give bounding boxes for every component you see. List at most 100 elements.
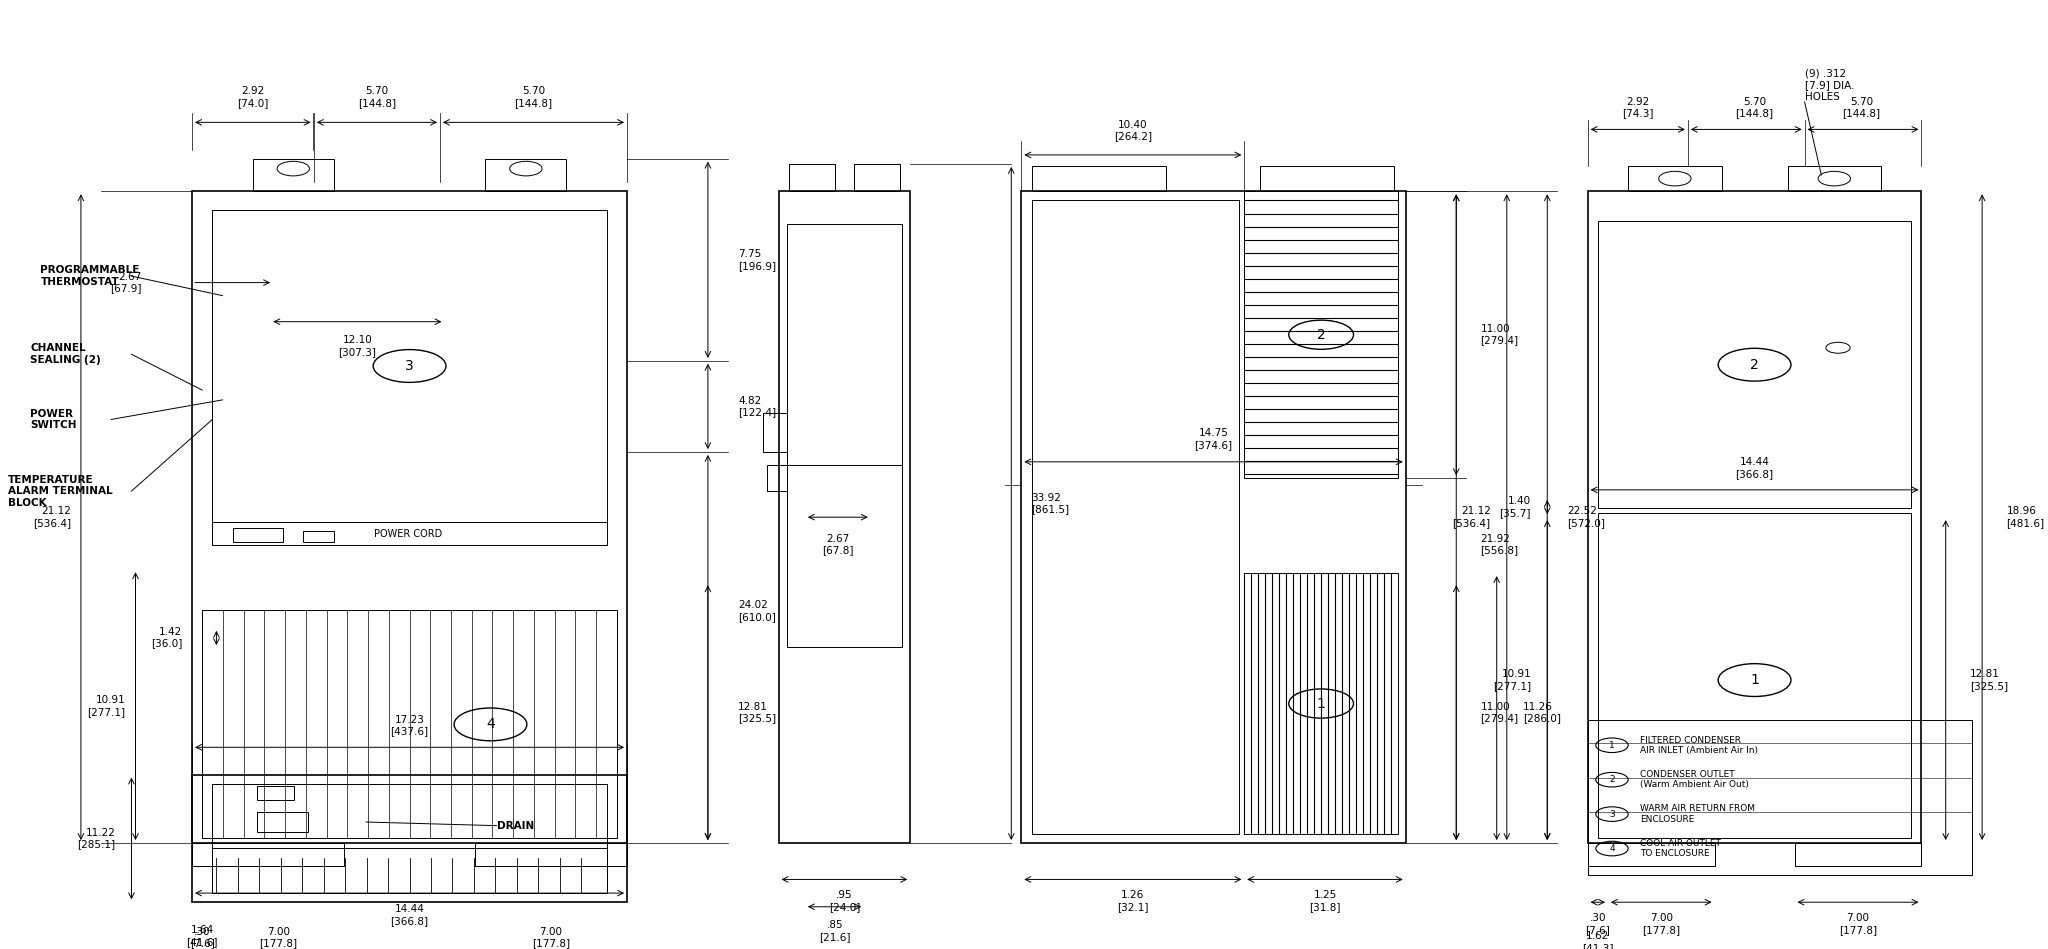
Bar (475, 843, 627, 865)
Bar (762, 413, 786, 452)
Text: 2.92
[74.3]: 2.92 [74.3] (1622, 97, 1653, 119)
Text: 12.81
[325.5]: 12.81 [325.5] (1970, 669, 2009, 691)
Text: 21.92
[556.8]: 21.92 [556.8] (1481, 533, 1520, 555)
Text: 2: 2 (1610, 775, 1614, 784)
Bar (1597, 512, 1911, 838)
Text: COOL AIR OUTLET
TO ENCLOSURE: COOL AIR OUTLET TO ENCLOSURE (1640, 839, 1720, 858)
Text: 7.00
[177.8]: 7.00 [177.8] (1642, 913, 1679, 935)
Text: 2.67
[67.8]: 2.67 [67.8] (821, 533, 854, 555)
Text: 1.25
[31.8]: 1.25 [31.8] (1309, 890, 1341, 912)
Text: 4.82
[122.4]: 4.82 [122.4] (737, 396, 776, 418)
Text: 2: 2 (1751, 358, 1759, 372)
Bar (213, 848, 606, 893)
Text: 18.96
[481.6]: 18.96 [481.6] (2007, 507, 2044, 528)
Text: 5.70
[144.8]: 5.70 [144.8] (514, 86, 553, 108)
Bar (485, 158, 567, 192)
Text: .85
[21.6]: .85 [21.6] (819, 921, 852, 942)
Bar (193, 192, 627, 843)
Text: POWER
SWITCH: POWER SWITCH (31, 409, 78, 430)
Text: 11.00
[279.4]: 11.00 [279.4] (1481, 702, 1520, 723)
Text: .30
[7.6]: .30 [7.6] (190, 927, 215, 948)
Text: FILTERED CONDENSER
AIR INLET (Ambient Air In): FILTERED CONDENSER AIR INLET (Ambient Ai… (1640, 735, 1759, 755)
Text: 7.00
[177.8]: 7.00 [177.8] (532, 927, 569, 948)
Bar (1022, 192, 1405, 843)
Text: 10.91
[277.1]: 10.91 [277.1] (88, 696, 125, 716)
Text: 4: 4 (485, 717, 496, 732)
Bar (213, 784, 606, 893)
Text: 3: 3 (1610, 809, 1616, 819)
Text: 24.02
[610.0]: 24.02 [610.0] (737, 601, 776, 622)
Bar (252, 158, 334, 192)
Bar (1245, 192, 1399, 478)
Text: 14.44
[366.8]: 14.44 [366.8] (391, 904, 428, 925)
Text: 1: 1 (1751, 673, 1759, 687)
Text: 11.00
[279.4]: 11.00 [279.4] (1481, 324, 1520, 345)
Bar (1587, 720, 1972, 875)
Bar (258, 786, 293, 800)
Text: 2.92
[74.0]: 2.92 [74.0] (238, 86, 268, 108)
Text: 7.00
[177.8]: 7.00 [177.8] (1839, 913, 1878, 935)
Text: WARM AIR RETURN FROM
ENCLOSURE: WARM AIR RETURN FROM ENCLOSURE (1640, 805, 1755, 824)
Text: 33.92
[861.5]: 33.92 [861.5] (1032, 493, 1069, 514)
Text: 7.00
[177.8]: 7.00 [177.8] (260, 927, 297, 948)
Text: 2: 2 (1317, 327, 1325, 342)
Text: (9) .312
[7.9] DIA.
HOLES: (9) .312 [7.9] DIA. HOLES (1804, 69, 1853, 102)
Bar (854, 164, 899, 192)
Text: 1.62
[41.3]: 1.62 [41.3] (1583, 931, 1614, 949)
Text: POWER CORD: POWER CORD (375, 530, 442, 539)
Text: 7.75
[196.9]: 7.75 [196.9] (737, 249, 776, 270)
Text: 5.70
[144.8]: 5.70 [144.8] (1843, 97, 1880, 119)
Text: 2.67
[67.9]: 2.67 [67.9] (111, 271, 141, 293)
Text: 1: 1 (1317, 697, 1325, 711)
Text: 11.26
[286.0]: 11.26 [286.0] (1524, 702, 1561, 723)
Bar (1587, 843, 1714, 865)
Bar (1032, 166, 1165, 192)
Text: CHANNEL
SEALING (2): CHANNEL SEALING (2) (31, 344, 100, 365)
Bar (1032, 200, 1239, 834)
Text: 1.40
[35.7]: 1.40 [35.7] (1499, 496, 1532, 518)
Text: PROGRAMMABLE
THERMOSTAT: PROGRAMMABLE THERMOSTAT (41, 266, 139, 287)
Bar (303, 530, 334, 542)
Text: .95
[24.0]: .95 [24.0] (829, 890, 860, 912)
Text: 14.44
[366.8]: 14.44 [366.8] (1735, 457, 1774, 479)
Text: 22.52
[572.0]: 22.52 [572.0] (1567, 507, 1606, 528)
Bar (213, 522, 606, 545)
Text: 14.75
[374.6]: 14.75 [374.6] (1194, 428, 1233, 450)
Text: .30
[7.6]: .30 [7.6] (1585, 913, 1610, 935)
Bar (1597, 221, 1911, 508)
Bar (1260, 166, 1395, 192)
Bar (786, 224, 901, 647)
Bar (203, 610, 616, 838)
Text: 3: 3 (406, 359, 414, 373)
Bar (1794, 843, 1921, 865)
Text: 10.91
[277.1]: 10.91 [277.1] (1493, 669, 1532, 691)
Text: 1: 1 (1610, 741, 1616, 750)
Text: 10.40
[264.2]: 10.40 [264.2] (1114, 120, 1151, 141)
Text: 21.12
[536.4]: 21.12 [536.4] (1452, 507, 1491, 528)
Text: 12.81
[325.5]: 12.81 [325.5] (737, 702, 776, 723)
Text: 5.70
[144.8]: 5.70 [144.8] (358, 86, 395, 108)
Bar (193, 774, 627, 902)
Text: 1.42
[36.0]: 1.42 [36.0] (152, 627, 182, 648)
Bar (1245, 573, 1399, 834)
Text: 4: 4 (1610, 844, 1614, 853)
Bar (233, 528, 283, 542)
Text: 12.10
[307.3]: 12.10 [307.3] (338, 335, 377, 357)
Text: 1.64
[41.6]: 1.64 [41.6] (186, 925, 217, 946)
Bar (778, 192, 909, 843)
Text: 21.12
[536.4]: 21.12 [536.4] (33, 507, 72, 528)
Bar (258, 812, 307, 832)
Text: 17.23
[437.6]: 17.23 [437.6] (391, 715, 428, 736)
Text: 1.26
[32.1]: 1.26 [32.1] (1116, 890, 1149, 912)
Text: DRAIN: DRAIN (496, 821, 535, 830)
Bar (1788, 166, 1880, 192)
Bar (193, 843, 344, 865)
Text: TEMPERATURE
ALARM TERMINAL
BLOCK: TEMPERATURE ALARM TERMINAL BLOCK (8, 474, 113, 508)
Bar (213, 210, 606, 522)
Text: 5.70
[144.8]: 5.70 [144.8] (1735, 97, 1774, 119)
Text: 11.22
[285.1]: 11.22 [285.1] (78, 828, 115, 849)
Bar (1628, 166, 1722, 192)
Bar (788, 164, 836, 192)
Text: CONDENSER OUTLET
(Warm Ambient Air Out): CONDENSER OUTLET (Warm Ambient Air Out) (1640, 770, 1749, 790)
Bar (766, 465, 786, 492)
